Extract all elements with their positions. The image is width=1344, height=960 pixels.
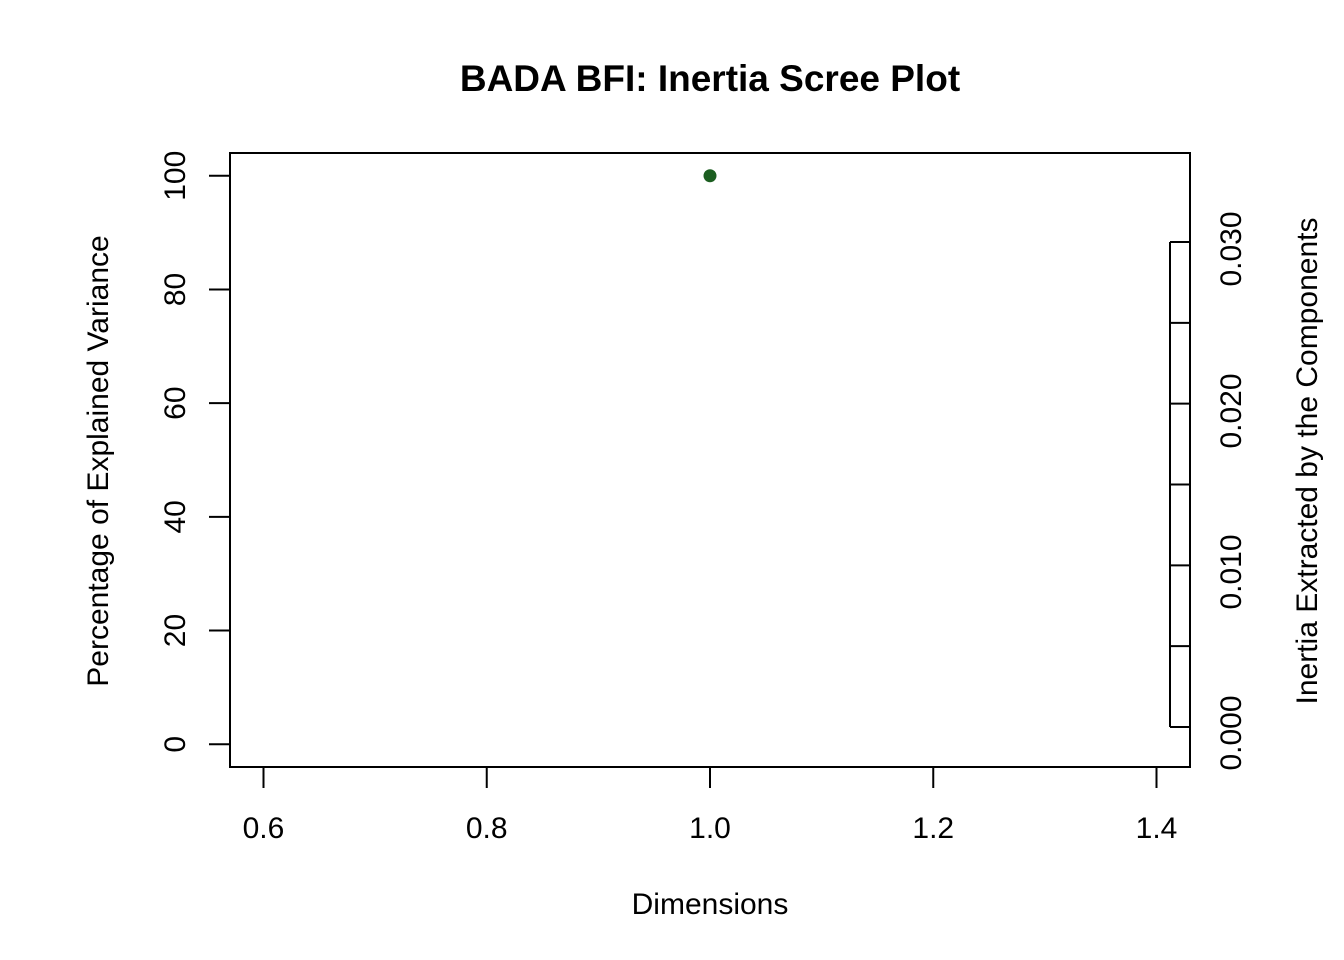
y-axis: 0 20 40 60 80 100: [159, 151, 230, 753]
y-tick-label: 0: [159, 736, 192, 753]
data-point: [703, 169, 717, 183]
x-tick-label: 0.6: [243, 812, 285, 845]
data-points: [703, 169, 717, 183]
plot-frame: [229, 152, 1191, 768]
y-tick-label: 100: [159, 151, 192, 201]
x-tick-label: 1.0: [689, 812, 731, 845]
y-tick-label: 40: [159, 500, 192, 533]
chart-title: BADA BFI: Inertia Scree Plot: [460, 58, 960, 99]
secondary-tick-label: 0.030: [1215, 211, 1248, 286]
x-axis: 0.6 0.8 1.0 1.2 1.4: [243, 767, 1178, 845]
secondary-y-axis: 0.000 0.010 0.020 0.030: [1169, 211, 1248, 771]
secondary-y-axis-label: Inertia Extracted by the Components: [1291, 218, 1324, 705]
y-tick-label: 60: [159, 386, 192, 419]
x-tick-label: 0.8: [466, 812, 508, 845]
secondary-tick-label: 0.010: [1215, 534, 1248, 609]
secondary-tick-label: 0.000: [1215, 695, 1248, 770]
x-axis-label: Dimensions: [632, 888, 789, 921]
y-tick-label: 80: [159, 273, 192, 306]
y-tick-label: 20: [159, 614, 192, 647]
y-axis-label: Percentage of Explained Variance: [82, 235, 115, 686]
x-tick-label: 1.4: [1136, 812, 1178, 845]
secondary-tick-label: 0.020: [1215, 373, 1248, 448]
x-tick-label: 1.2: [912, 812, 954, 845]
